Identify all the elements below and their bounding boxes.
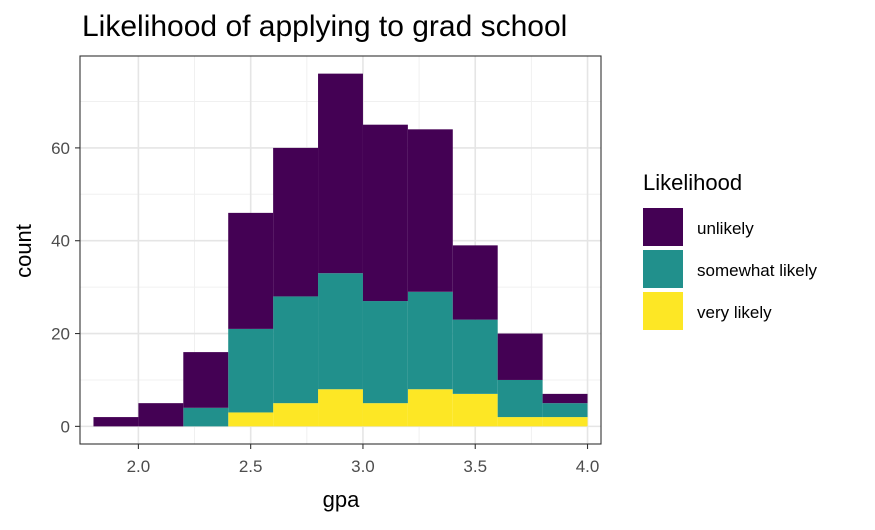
y-tick-label: 40 — [51, 232, 70, 251]
histogram-bars — [93, 73, 588, 427]
bar-somewhat-likely-bin-5 — [318, 273, 363, 390]
x-tick-label: 2.0 — [127, 457, 151, 476]
bar-unlikely-bin-1 — [138, 403, 184, 427]
y-tick-label: 20 — [51, 325, 70, 344]
y-tick-label: 60 — [51, 139, 70, 158]
bar-unlikely-bin-9 — [497, 333, 543, 380]
x-tick-label: 3.5 — [463, 457, 487, 476]
plot-panel — [79, 55, 602, 445]
bar-very-likely-bin-8 — [452, 393, 498, 427]
legend-label-somewhat-likely: somewhat likely — [697, 261, 817, 280]
legend-key-unlikely — [643, 208, 683, 246]
panel-border — [79, 55, 602, 445]
legend-key-somewhat-likely — [643, 250, 683, 288]
bar-unlikely-bin-7 — [407, 129, 453, 292]
bar-very-likely-bin-6 — [362, 403, 408, 427]
bar-unlikely-bin-6 — [362, 124, 408, 302]
bar-very-likely-bin-10 — [542, 417, 588, 427]
legend-key-very-likely — [643, 292, 683, 330]
x-axis: 2.0 2.5 3.0 3.5 4.0 — [127, 444, 600, 476]
bar-unlikely-bin-3 — [228, 212, 274, 329]
bar-unlikely-bin-5 — [318, 73, 363, 274]
bar-very-likely-bin-4 — [273, 403, 319, 427]
bar-very-likely-bin-7 — [407, 389, 453, 427]
bar-somewhat-likely-bin-6 — [362, 301, 408, 404]
legend-title: Likelihood — [643, 170, 742, 195]
x-axis-label: gpa — [323, 487, 360, 512]
x-tick-label: 2.5 — [239, 457, 263, 476]
bar-very-likely-bin-9 — [497, 417, 543, 427]
y-axis-label: count — [11, 224, 36, 278]
x-tick-label: 4.0 — [576, 457, 600, 476]
chart-title: Likelihood of applying to grad school — [82, 10, 567, 43]
bar-somewhat-likely-bin-3 — [228, 328, 274, 413]
y-axis: 0 20 40 60 — [51, 139, 80, 436]
legend: Likelihood unlikely somewhat likely very l… — [643, 170, 817, 330]
legend-items: unlikely somewhat likely very likely — [643, 208, 817, 330]
x-tick-label: 3.0 — [351, 457, 375, 476]
bar-somewhat-likely-bin-2 — [183, 407, 229, 427]
legend-label-very-likely: very likely — [697, 303, 772, 322]
bar-very-likely-bin-5 — [318, 389, 363, 427]
y-tick-label: 0 — [61, 417, 70, 436]
bar-somewhat-likely-bin-9 — [497, 379, 543, 418]
bar-unlikely-bin-2 — [183, 352, 229, 408]
bar-very-likely-bin-3 — [228, 412, 274, 427]
bar-unlikely-bin-0 — [93, 417, 139, 427]
legend-label-unlikely: unlikely — [697, 219, 754, 238]
bar-somewhat-likely-bin-7 — [407, 291, 453, 390]
bar-somewhat-likely-bin-4 — [273, 296, 319, 404]
bar-somewhat-likely-bin-10 — [542, 403, 588, 418]
bar-unlikely-bin-8 — [452, 245, 498, 320]
bar-unlikely-bin-4 — [273, 147, 319, 297]
bar-somewhat-likely-bin-8 — [452, 319, 498, 394]
bar-unlikely-bin-10 — [542, 393, 588, 404]
